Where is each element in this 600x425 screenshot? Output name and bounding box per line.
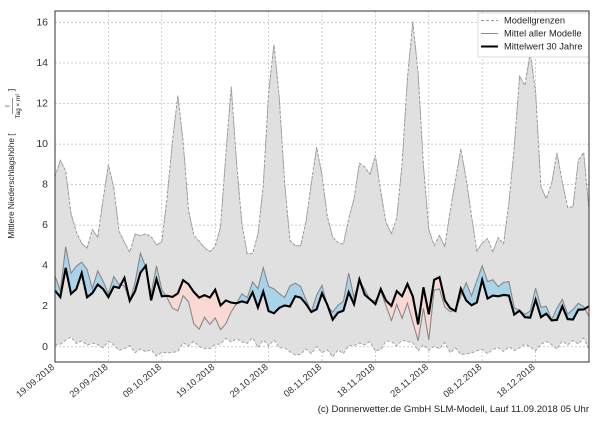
svg-text:Mittel aller Modelle: Mittel aller Modelle [504,28,582,38]
svg-text:2: 2 [42,300,48,312]
svg-text:12: 12 [36,98,48,110]
svg-text:14: 14 [36,57,48,69]
svg-text:10: 10 [36,138,48,150]
svg-text:4: 4 [42,260,48,272]
svg-text:]: ] [6,89,16,91]
svg-text:l: l [5,105,12,106]
svg-text:8: 8 [42,179,48,191]
svg-text:Modellgrenzen: Modellgrenzen [504,15,565,25]
svg-text:0: 0 [42,341,48,353]
svg-text:6: 6 [42,219,48,231]
svg-text:(c) Donnerwetter.de GmbH SLM-M: (c) Donnerwetter.de GmbH SLM-Modell, Lau… [318,404,589,415]
svg-text:Mittelwert 30 Jahre: Mittelwert 30 Jahre [504,41,583,51]
svg-text:Mittlere Niederschlagshöhe [: Mittlere Niederschlagshöhe [ [6,133,16,239]
svg-text:Tag × m²: Tag × m² [15,94,22,119]
svg-text:16: 16 [36,17,48,29]
